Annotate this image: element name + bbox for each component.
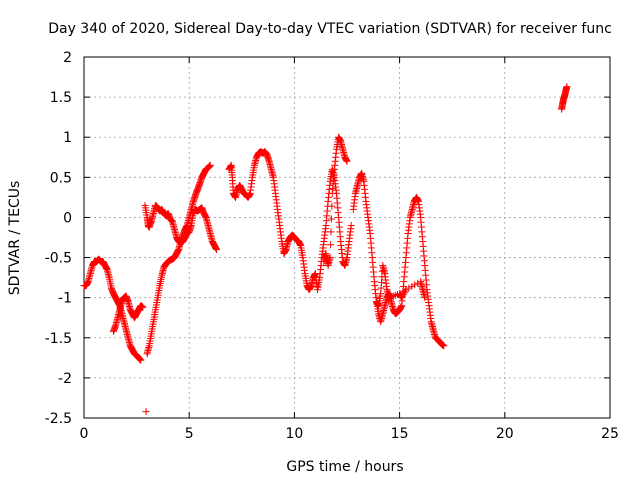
data-point <box>206 161 214 169</box>
data-point <box>347 221 355 229</box>
x-tick-label: 10 <box>285 426 303 442</box>
data-point <box>399 290 407 298</box>
y-tick-label: 2 <box>63 50 72 66</box>
data-point <box>400 289 408 297</box>
data-point <box>327 228 335 236</box>
data-point <box>421 294 429 302</box>
y-tick-label: 0.5 <box>50 170 72 186</box>
data-point <box>327 241 335 249</box>
data-point <box>402 286 410 294</box>
x-tick-label: 20 <box>496 426 514 442</box>
y-tick-label: -1.5 <box>45 331 72 347</box>
chart-title: Day 340 of 2020, Sidereal Day-to-day VTE… <box>48 21 612 37</box>
x-tick-label: 25 <box>601 426 619 442</box>
data-point <box>137 356 145 364</box>
y-tick-label: 1 <box>63 130 72 146</box>
data-point <box>401 287 409 295</box>
x-tick-label: 15 <box>391 426 409 442</box>
grid <box>84 57 610 418</box>
data-point <box>440 342 448 350</box>
data-point <box>408 282 416 290</box>
data-point <box>405 284 413 292</box>
data-point <box>398 294 406 302</box>
x-tick-label: 5 <box>185 426 194 442</box>
axis-ticks: 0 5 10 15 20 25 -2.5 -2 -1.5 -1 -0.5 0 0.5 1 1.5 2 <box>45 50 619 442</box>
y-tick-label: -2.5 <box>45 411 72 427</box>
data-point <box>139 303 147 311</box>
data-point <box>411 281 419 289</box>
y-tick-label: 0 <box>63 210 72 226</box>
data-point <box>343 157 351 165</box>
data-point <box>327 215 335 223</box>
data-point <box>142 408 150 416</box>
data-point <box>399 292 407 300</box>
x-axis-label: GPS time / hours <box>286 459 403 475</box>
data-point <box>213 246 221 254</box>
x-tick-label: 0 <box>80 426 89 442</box>
y-axis-label: SDTVAR / TECUs <box>7 181 23 296</box>
data-points <box>80 83 571 416</box>
plot-frame <box>83 56 611 419</box>
data-point <box>328 202 336 210</box>
y-tick-label: 1.5 <box>50 90 72 106</box>
y-tick-label: -0.5 <box>45 251 72 267</box>
data-point <box>563 83 571 91</box>
data-point <box>326 254 334 262</box>
y-tick-label: -2 <box>58 371 72 387</box>
y-tick-label: -1 <box>58 291 72 307</box>
